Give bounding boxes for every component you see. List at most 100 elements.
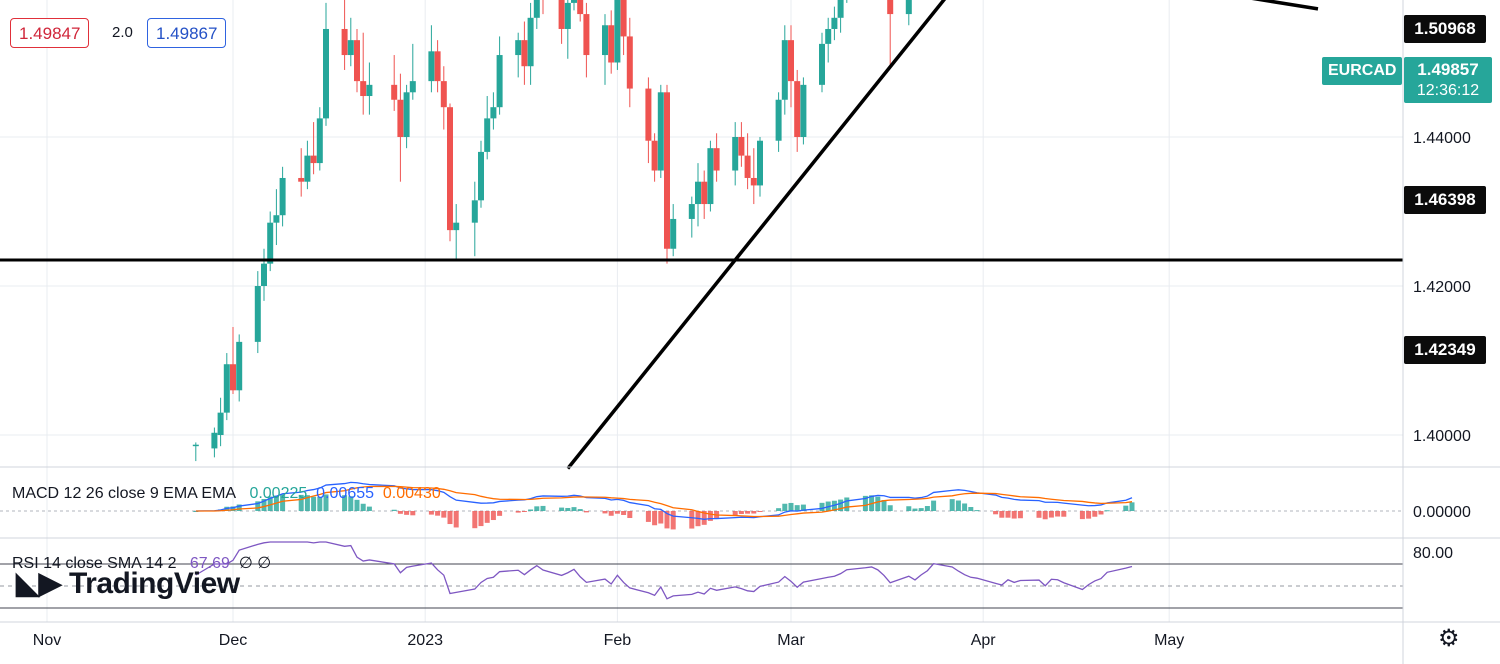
candle-body bbox=[819, 43, 825, 85]
macd-hist-bar bbox=[664, 511, 670, 529]
macd-hist-bar bbox=[236, 504, 242, 511]
macd-hist-bar bbox=[670, 511, 676, 530]
candle-body bbox=[620, 0, 627, 37]
macd-hist-bar bbox=[918, 508, 924, 511]
x-tick-label: May bbox=[1154, 632, 1184, 649]
candle-body bbox=[831, 17, 838, 29]
macd-hist-bar bbox=[478, 511, 484, 527]
candle-body bbox=[316, 118, 323, 164]
candle-body bbox=[323, 28, 329, 119]
candle-body bbox=[651, 140, 658, 171]
macd-hist-bar bbox=[391, 509, 397, 511]
macd-hist-bar bbox=[193, 511, 199, 512]
macd-axis-label: 0.00000 bbox=[1413, 504, 1471, 521]
level-label-bottom: 1.42349 bbox=[1404, 336, 1486, 364]
candle-body bbox=[670, 218, 677, 249]
macd-hist-bar bbox=[707, 511, 713, 521]
macd-hist-bar bbox=[974, 510, 980, 512]
candle-body bbox=[304, 155, 311, 182]
candle-body bbox=[391, 84, 398, 100]
candle-body bbox=[496, 55, 503, 108]
candle-body bbox=[626, 36, 633, 89]
buy-price-button[interactable]: 1.49867 bbox=[147, 18, 227, 48]
gear-icon[interactable]: ⚙ bbox=[1438, 625, 1460, 652]
candle-body bbox=[571, 0, 577, 3]
macd-hist-bar bbox=[1055, 511, 1061, 517]
last-price: 1.49857 bbox=[1417, 60, 1479, 79]
macd-hist-bar bbox=[255, 501, 261, 511]
macd-hist-bar bbox=[912, 508, 918, 511]
candle-body bbox=[428, 51, 435, 82]
x-tick-label: Mar bbox=[777, 632, 805, 649]
logo-text: TradingView bbox=[68, 567, 240, 600]
macd-hist-bar bbox=[999, 511, 1005, 518]
candle-body bbox=[279, 177, 286, 216]
candle-body bbox=[781, 40, 788, 100]
macd-hist-bar bbox=[577, 509, 583, 511]
rsi-line bbox=[195, 541, 1133, 600]
sell-price-button[interactable]: 1.49847 bbox=[10, 18, 90, 48]
candle-body bbox=[837, 0, 844, 18]
macd-legend[interactable]: MACD 12 26 close 9 EMA EMA 0.00225 0.006… bbox=[12, 485, 441, 503]
macd-hist-bar bbox=[1079, 511, 1085, 520]
macd-hist-bar bbox=[435, 511, 441, 516]
macd-hist-bar bbox=[955, 500, 961, 511]
macd-hist-bar bbox=[652, 511, 658, 526]
macd-hist-bar bbox=[627, 511, 633, 519]
macd-hist-bar bbox=[583, 511, 589, 513]
candle-body bbox=[366, 84, 373, 97]
candle-body bbox=[211, 432, 218, 449]
macd-hist-bar bbox=[453, 511, 459, 528]
macd-hist-value: 0.00225 bbox=[249, 485, 308, 502]
macd-hist-bar bbox=[515, 511, 521, 513]
candle-body bbox=[453, 222, 460, 231]
candle-body bbox=[217, 412, 224, 435]
candle-body bbox=[440, 81, 447, 108]
macd-hist-bar bbox=[428, 511, 434, 515]
macd-hist-bar bbox=[844, 497, 850, 511]
macd-hist-bar bbox=[614, 511, 620, 514]
candle-body bbox=[800, 84, 807, 137]
rsi-extra: ∅ ∅ bbox=[238, 555, 272, 572]
rsi-legend[interactable]: RSI 14 close SMA 14 2 67.69 ∅ ∅ bbox=[12, 553, 271, 573]
macd-hist-bar bbox=[571, 507, 577, 511]
macd-hist-bar bbox=[267, 496, 273, 511]
signal-line bbox=[195, 485, 1133, 518]
candle-body bbox=[614, 0, 621, 63]
macd-hist-bar bbox=[559, 507, 565, 511]
drawn-lines[interactable] bbox=[0, 0, 1403, 470]
macd-signal-value: 0.00430 bbox=[382, 485, 441, 502]
candle-body bbox=[750, 177, 757, 186]
spread-value: 2.0 bbox=[112, 24, 133, 41]
candle-body bbox=[732, 137, 739, 171]
macd-hist-bar bbox=[261, 499, 267, 511]
macd-hist-bar bbox=[348, 496, 354, 511]
candle-body bbox=[341, 28, 348, 56]
macd-hist-bar bbox=[490, 511, 496, 521]
macd-hist-bar bbox=[962, 503, 968, 511]
macd-hist-bar bbox=[993, 511, 999, 515]
last-price-label: 1.49857 12:36:12 bbox=[1404, 57, 1492, 103]
candle-body bbox=[688, 204, 695, 219]
macd-hist-bar bbox=[1104, 510, 1110, 512]
candle-body bbox=[192, 444, 199, 447]
candle-body bbox=[887, 0, 894, 15]
macd-hist-bar bbox=[540, 505, 546, 511]
candle-body bbox=[564, 2, 571, 29]
macd-hist-bar bbox=[782, 503, 788, 511]
macd-hist-bar bbox=[757, 511, 763, 512]
macd-hist-bar bbox=[342, 495, 348, 511]
rsi-title: RSI 14 close SMA 14 2 bbox=[12, 555, 177, 572]
candle-body bbox=[645, 88, 652, 141]
candle-body bbox=[608, 25, 615, 63]
y-tick-label: 1.42000 bbox=[1413, 279, 1471, 296]
macd-hist-bar bbox=[949, 499, 955, 511]
rsi-value: 67.69 bbox=[189, 555, 230, 572]
level-label-mid: 1.46398 bbox=[1404, 186, 1486, 214]
tradingview-logo[interactable]: ◣▶ TradingView bbox=[16, 566, 240, 601]
x-tick-label: Apr bbox=[971, 632, 997, 649]
candle-body bbox=[230, 364, 236, 391]
candle-body bbox=[310, 155, 317, 164]
candle-body bbox=[490, 107, 497, 119]
